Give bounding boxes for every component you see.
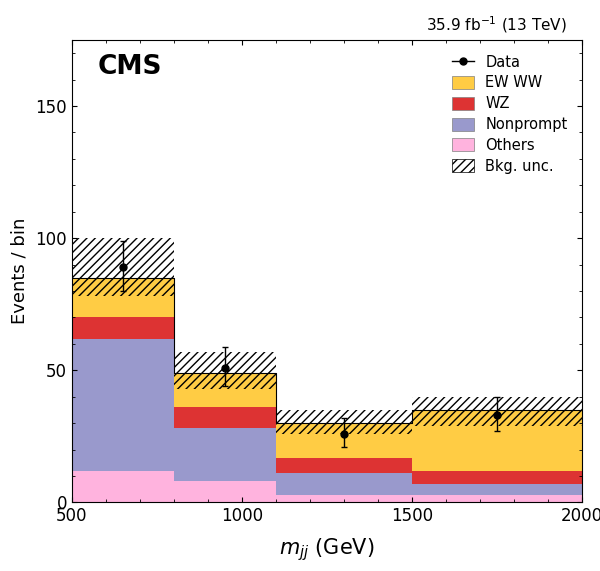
- Bar: [72, 471, 174, 502]
- Bar: [174, 428, 276, 481]
- Text: CMS: CMS: [97, 54, 162, 80]
- Bar: [174, 407, 276, 428]
- Bar: [174, 373, 276, 407]
- Bar: [276, 473, 412, 494]
- X-axis label: $m_{jj}$ (GeV): $m_{jj}$ (GeV): [279, 536, 375, 563]
- Bar: [174, 481, 276, 502]
- Bar: [412, 484, 582, 494]
- Bar: [276, 494, 412, 502]
- Bar: [412, 471, 582, 484]
- Bar: [72, 339, 174, 471]
- Bar: [276, 457, 412, 473]
- Bar: [412, 494, 582, 502]
- Bar: [412, 410, 582, 471]
- Text: 35.9 fb$^{-1}$ (13 TeV): 35.9 fb$^{-1}$ (13 TeV): [426, 15, 567, 35]
- Bar: [72, 278, 174, 317]
- Legend: Data, EW WW, WZ, Nonprompt, Others, Bkg. unc.: Data, EW WW, WZ, Nonprompt, Others, Bkg.…: [445, 47, 575, 181]
- Y-axis label: Events / bin: Events / bin: [11, 218, 29, 324]
- Bar: [72, 317, 174, 339]
- Bar: [276, 423, 412, 457]
